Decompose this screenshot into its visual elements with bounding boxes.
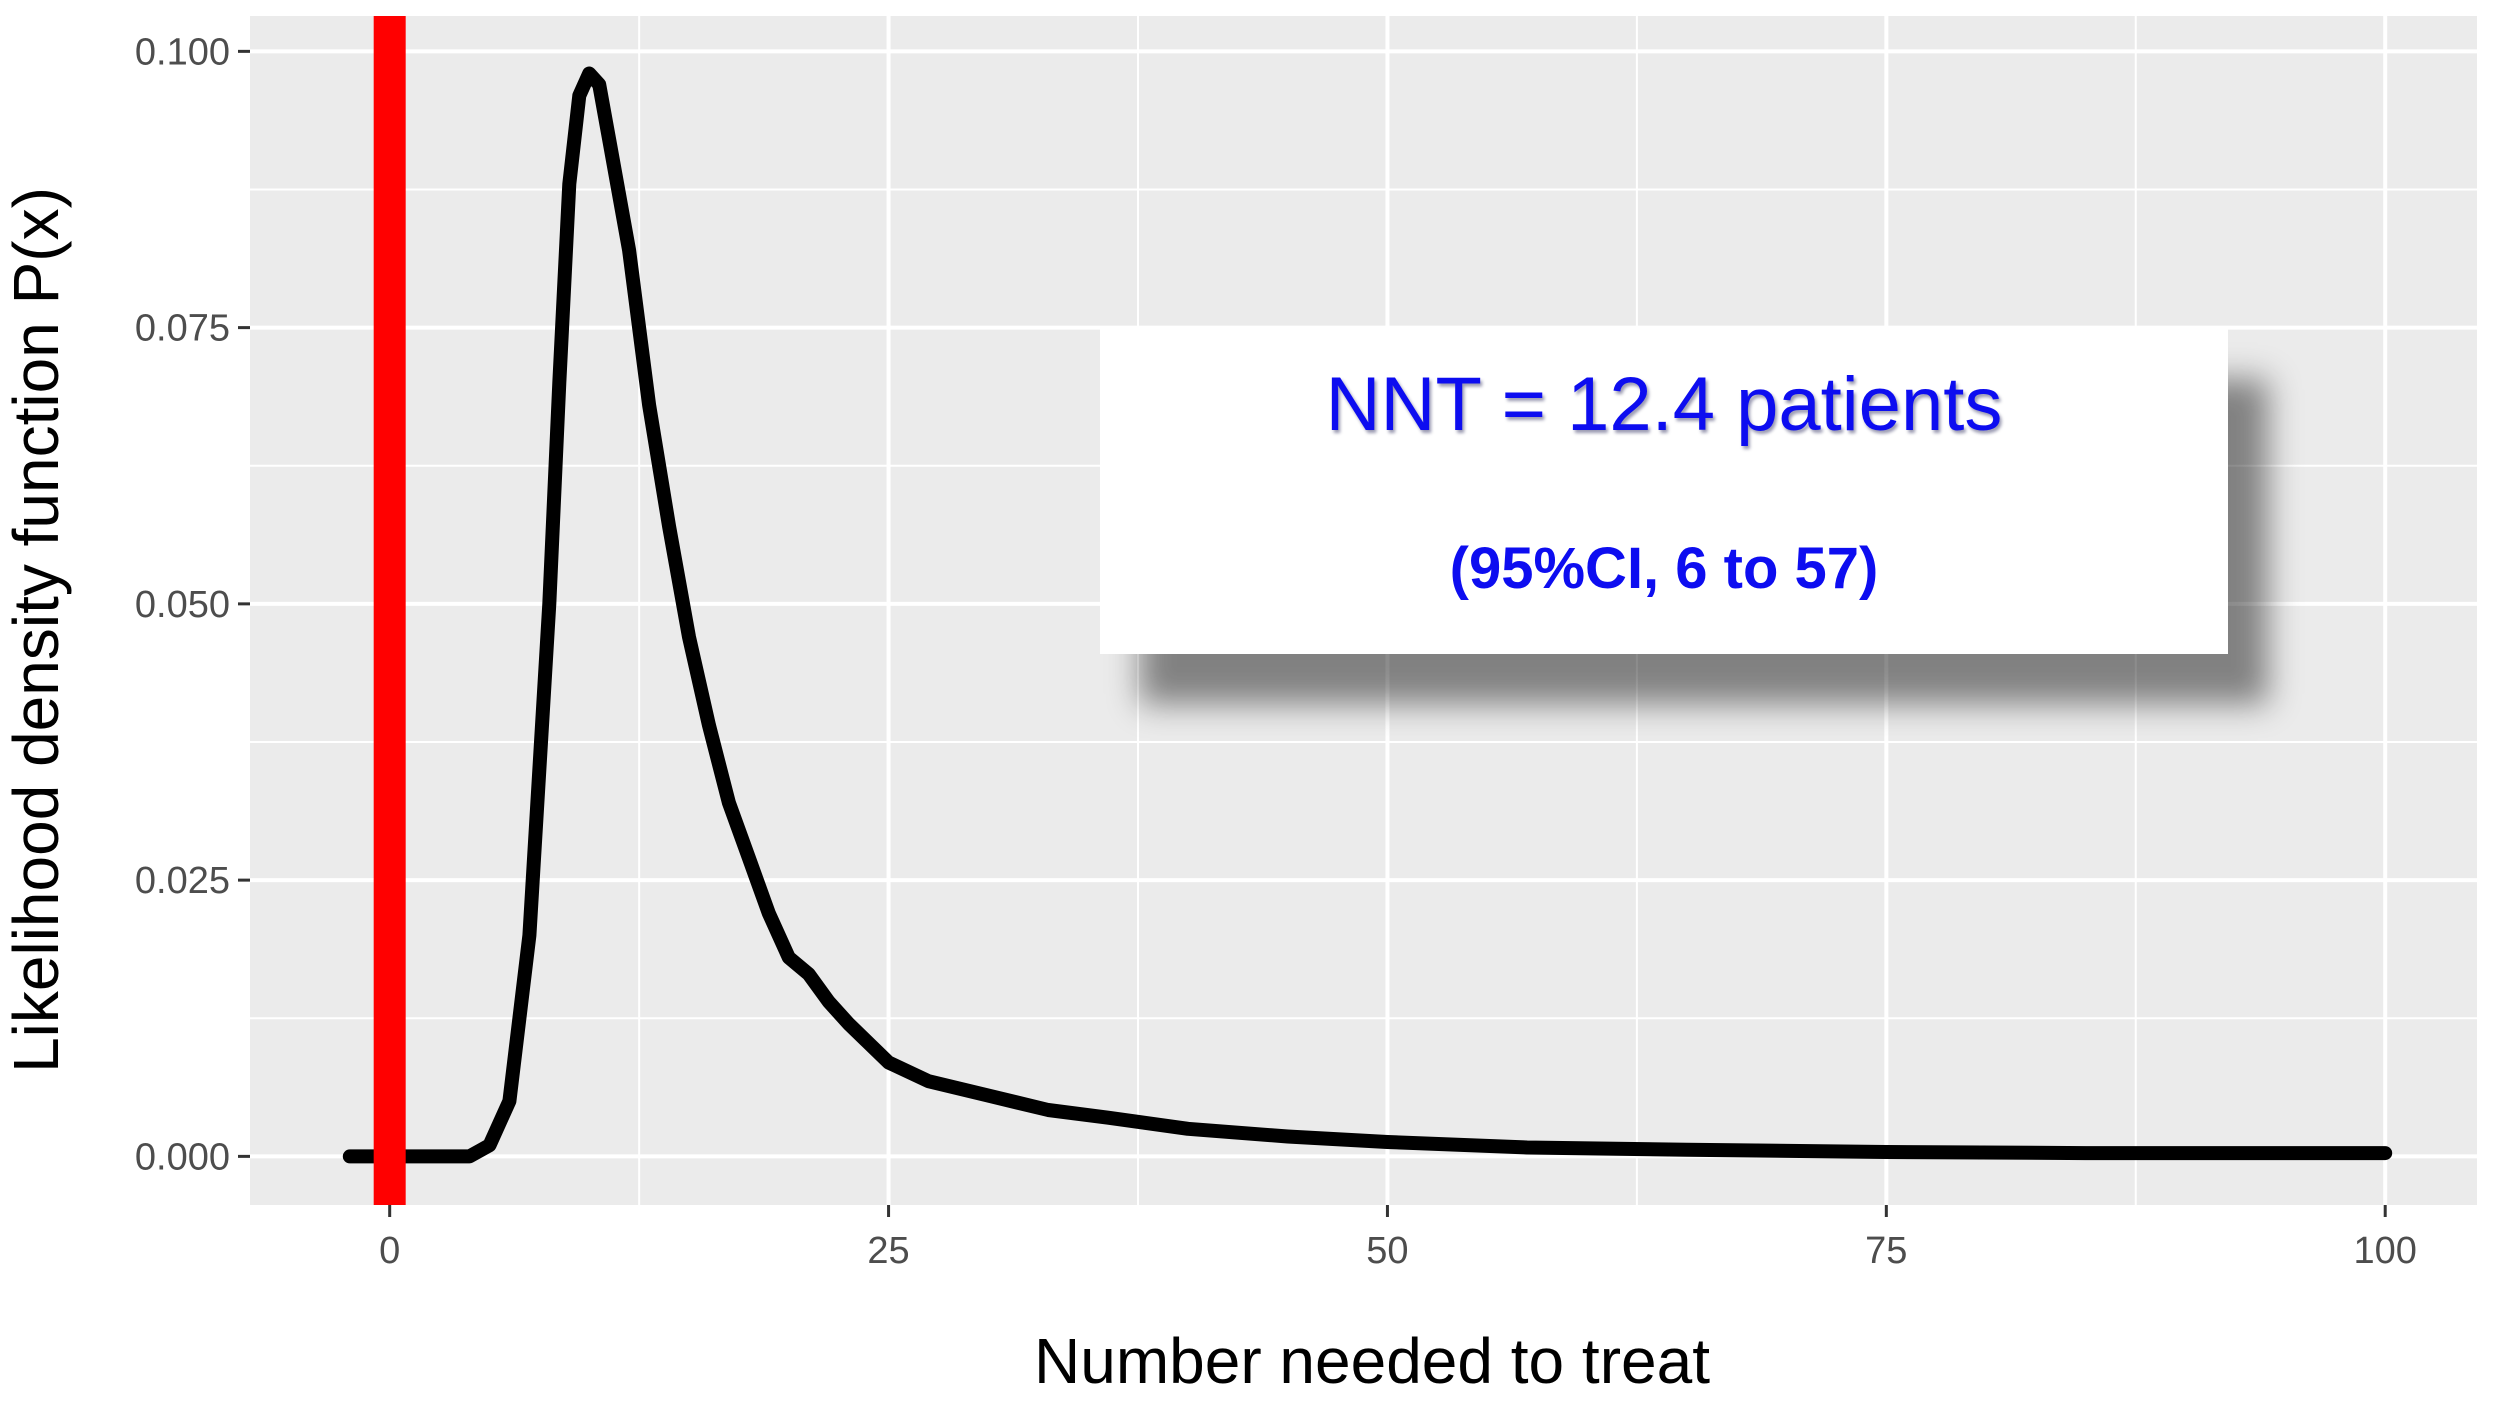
x-tick-label: 100: [2354, 1230, 2417, 1272]
y-tick-label: 0.050: [135, 584, 230, 626]
x-axis-title: Number needed to treat: [1034, 1325, 1710, 1397]
nnt-value-label: NNT = 12.4 patients: [1325, 362, 2003, 447]
y-tick-label: 0.100: [135, 31, 230, 73]
x-tick-label: 50: [1366, 1230, 1408, 1272]
x-tick-label: 0: [379, 1230, 400, 1272]
x-tick-label: 25: [867, 1230, 909, 1272]
x-tick-label: 75: [1865, 1230, 1907, 1272]
nnt-annotation-box: NNT = 12.4 patients (95%CI, 6 to 57): [1100, 329, 2228, 654]
confidence-interval-label: (95%CI, 6 to 57): [1449, 536, 1879, 601]
y-axis-title: Likelihood density function P(x): [0, 187, 72, 1073]
reference-line-zero: [373, 16, 406, 1205]
density-curve: [342, 66, 2393, 1164]
y-tick-label: 0.000: [135, 1136, 230, 1178]
axis-ticks: 0 25 50 75 100 0.000 0.025 0.050 0.075 0.100: [135, 31, 2417, 1272]
y-tick-label: 0.075: [135, 308, 230, 350]
y-tick-label: 0.025: [135, 860, 230, 902]
